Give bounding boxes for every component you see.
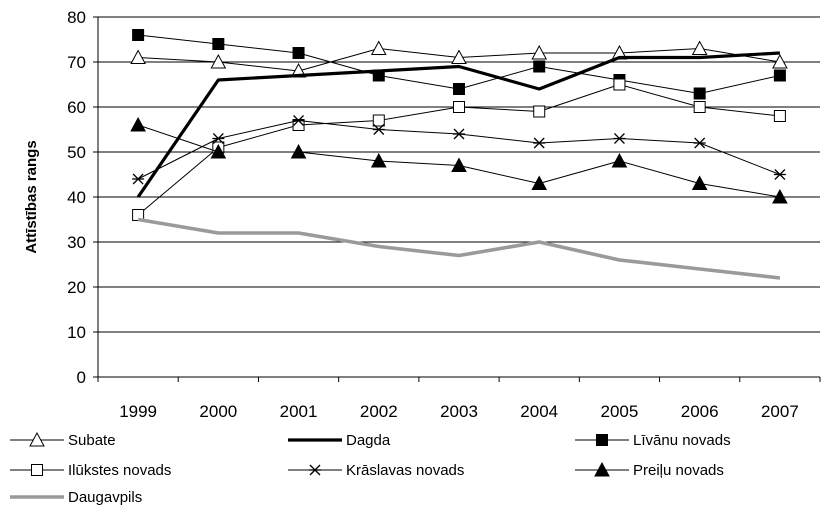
data-point (292, 119, 305, 131)
data-point (533, 60, 546, 73)
series-subate (130, 40, 788, 78)
legend-label: Subate (68, 432, 116, 449)
data-point (594, 461, 610, 477)
legend-item: Līvānu novads (575, 432, 731, 449)
series-daugavpils (137, 217, 781, 280)
data-point (451, 49, 467, 64)
data-point (130, 116, 146, 132)
data-point (772, 53, 788, 69)
data-point (613, 78, 626, 91)
data-point (290, 143, 307, 159)
legend-item: Ilūkstes novads (10, 462, 171, 479)
x-tick-label: 2007 (761, 402, 799, 421)
data-point (372, 124, 385, 135)
series-il-kstes-novads (132, 78, 786, 221)
data-point (613, 133, 626, 144)
data-point (372, 69, 385, 82)
y-tick-label: 0 (77, 368, 86, 387)
legend-item: Preiļu novads (575, 461, 724, 479)
legend-label: Ilūkstes novads (68, 462, 171, 479)
x-tick-label: 2005 (601, 402, 639, 421)
data-point (29, 431, 45, 447)
data-point (453, 101, 465, 113)
data-point (693, 137, 706, 149)
data-point (31, 464, 43, 476)
data-point (132, 29, 145, 41)
data-point (309, 464, 321, 476)
x-tick-label: 2002 (360, 402, 398, 421)
series-dagda (136, 51, 780, 198)
legend-label: Preiļu novads (633, 462, 724, 479)
y-tick-label: 60 (67, 98, 86, 117)
y-tick-label: 50 (67, 143, 86, 162)
data-point (210, 143, 227, 159)
gridlines (98, 16, 820, 333)
series-l-v-nu-novads (132, 29, 786, 100)
data-point (611, 152, 628, 168)
data-point (453, 128, 465, 140)
data-point (292, 47, 305, 59)
data-point (370, 40, 387, 55)
data-point (210, 53, 227, 69)
y-tick-label: 40 (67, 188, 86, 207)
data-point (533, 105, 546, 118)
data-point (292, 115, 305, 126)
data-point (773, 110, 786, 122)
series-line (137, 217, 781, 280)
data-point (693, 87, 706, 100)
y-tick-label: 10 (67, 323, 86, 342)
data-point (533, 137, 546, 149)
data-point (773, 169, 786, 180)
y-tick-label: 20 (67, 278, 86, 297)
data-point (772, 188, 788, 204)
data-point (531, 44, 548, 60)
axes: 0 10 20 30 40 50 60 70 80 1999 2000 2001 2002 2003 200… (67, 8, 821, 421)
series-line (136, 51, 780, 198)
legend-label: Līvānu novads (633, 432, 731, 449)
data-point (212, 38, 225, 50)
data-point (370, 152, 387, 168)
data-point (453, 83, 465, 95)
x-tick-label: 2001 (280, 402, 318, 421)
y-tick-label: 80 (67, 8, 86, 27)
x-tick-label: 2003 (440, 402, 478, 421)
data-point (693, 101, 706, 113)
series-prei-u-novads (130, 116, 788, 204)
legend-label: Daugavpils (68, 489, 142, 506)
y-axis-title: Attīstības rangs (23, 140, 40, 253)
data-point (691, 175, 708, 190)
x-tick-label: 2006 (681, 402, 719, 421)
x-tick-label: 2000 (199, 402, 237, 421)
data-point (372, 114, 385, 127)
legend-item: Daugavpils (10, 489, 142, 506)
data-point (130, 49, 146, 64)
legend-item: Dagda (288, 432, 391, 449)
series-lines (130, 29, 788, 280)
legend: Subate Dagda Līvānu novads Ilūkstes novads K… (10, 431, 731, 506)
legend-item: Subate (10, 431, 116, 449)
data-point (212, 133, 225, 144)
legend-item: Krāslavas novads (288, 462, 464, 479)
legend-label: Dagda (346, 432, 391, 449)
data-point (691, 40, 708, 55)
data-point (596, 434, 608, 446)
x-tick-label: 2004 (520, 402, 558, 421)
y-tick-label: 70 (67, 53, 86, 72)
y-tick-label: 30 (67, 233, 86, 252)
data-point (773, 69, 786, 82)
x-tick-label: 1999 (119, 402, 157, 421)
data-point (531, 175, 548, 190)
data-point (132, 173, 145, 185)
legend-label: Krāslavas novads (346, 462, 464, 479)
series-kr-slavas-novads (132, 115, 786, 185)
data-point (451, 157, 467, 172)
